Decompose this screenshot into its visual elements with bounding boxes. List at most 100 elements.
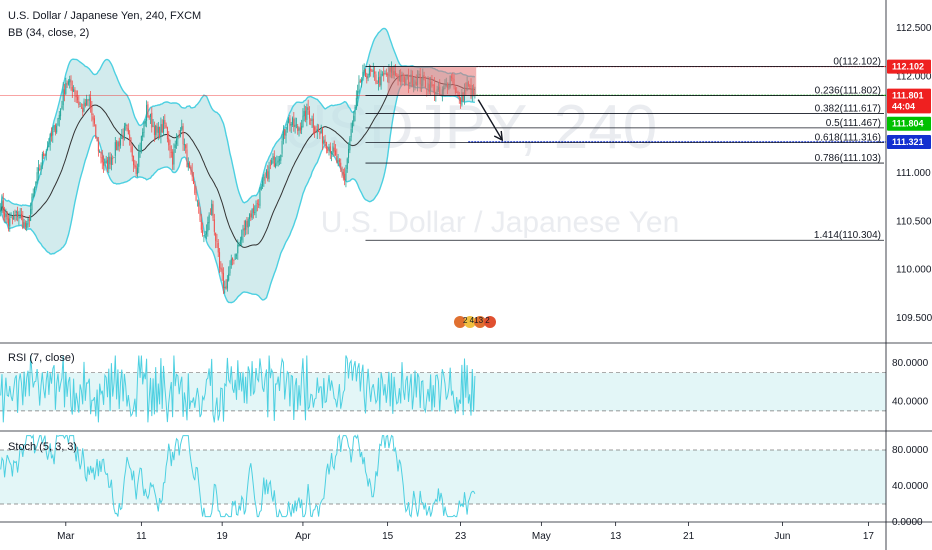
candle	[306, 103, 308, 127]
candle	[65, 77, 67, 96]
candle	[168, 131, 170, 151]
bb-indicator-label[interactable]: BB (34, close, 2)	[8, 27, 90, 39]
candle	[345, 164, 347, 188]
event-flags-icon[interactable]: 2 413 2	[454, 316, 496, 328]
candle	[155, 124, 157, 139]
candle	[50, 127, 52, 142]
projection-arrow[interactable]	[477, 99, 503, 141]
candle	[303, 104, 305, 122]
candle	[207, 216, 209, 237]
candle	[280, 154, 282, 165]
candle	[52, 126, 54, 143]
stoch-indicator-label[interactable]: Stoch (5, 3, 3)	[8, 441, 78, 453]
candle	[282, 125, 284, 145]
candle	[45, 149, 47, 161]
candle	[229, 260, 231, 276]
candle	[70, 75, 72, 91]
candle	[27, 218, 29, 228]
price-tag[interactable]: 112.102	[887, 59, 931, 74]
svg-text:111.804: 111.804	[892, 119, 924, 129]
candle	[233, 259, 235, 265]
candle	[319, 130, 321, 139]
time-tick-label: Jun	[774, 531, 790, 542]
candle	[185, 143, 187, 154]
candle	[381, 71, 383, 77]
candle	[364, 68, 366, 78]
candle	[39, 164, 41, 172]
candle	[284, 129, 286, 139]
candle	[170, 145, 172, 158]
candle	[172, 149, 174, 170]
candle	[308, 106, 310, 125]
candle	[321, 126, 323, 151]
fib-level-label: 0.382(111.617)	[815, 103, 881, 114]
candle	[367, 73, 369, 82]
candle	[109, 152, 111, 170]
fibonacci-retracement[interactable]: 0(112.102) 0.236(111.802) 0.382(111.617) 0.…	[0, 57, 886, 242]
candle	[374, 65, 376, 81]
candle	[294, 117, 296, 134]
candle	[256, 199, 258, 212]
candle	[69, 75, 71, 89]
candle	[101, 149, 103, 170]
candle	[1, 194, 3, 213]
candle	[75, 90, 77, 103]
candle	[366, 72, 368, 84]
candle	[297, 123, 299, 135]
fib-level-label: 1.414(110.304)	[814, 230, 881, 241]
fib-level-label: 0.5(111.467)	[826, 118, 881, 129]
candle	[103, 155, 105, 173]
candle	[246, 217, 248, 235]
candle	[371, 69, 373, 73]
candle	[341, 166, 343, 178]
osc-line	[0, 355, 476, 423]
price-tag[interactable]: 111.321	[887, 135, 931, 150]
candle	[340, 158, 342, 172]
rsi-indicator-label[interactable]: RSI (7, close)	[8, 352, 75, 364]
candle	[54, 123, 56, 136]
candle	[208, 212, 210, 231]
chart-title[interactable]: U.S. Dollar / Japanese Yen, 240, FXCM	[8, 10, 202, 22]
candle	[342, 168, 344, 181]
candle	[226, 275, 228, 292]
candle	[460, 96, 462, 109]
candle	[0, 203, 2, 217]
candle	[164, 114, 166, 129]
candle	[199, 206, 201, 223]
candle	[350, 122, 352, 142]
bb-lower	[0, 83, 475, 304]
candle	[5, 208, 7, 224]
price-tag[interactable]: 111.804	[887, 116, 931, 131]
price-tick-label: 112.500	[896, 23, 932, 34]
price-tick-label: 110.000	[896, 265, 932, 276]
candle	[73, 85, 75, 92]
candle	[148, 115, 150, 120]
candle	[23, 218, 25, 228]
price-tick-label: 110.500	[896, 216, 932, 227]
candle	[305, 106, 307, 123]
candle	[15, 210, 17, 221]
candle	[311, 115, 313, 128]
candle	[278, 155, 281, 166]
candle	[80, 103, 82, 109]
osc-band	[0, 450, 886, 504]
stoch-pane: 80.0000 40.0000 0.0000	[0, 433, 929, 528]
candle	[48, 138, 50, 148]
candle	[100, 151, 102, 164]
candle	[376, 80, 378, 84]
resistance-zone[interactable]	[387, 66, 477, 96]
candle	[260, 183, 262, 191]
candle	[30, 202, 32, 222]
price-tag[interactable]: 44:04	[887, 99, 931, 114]
price-tag[interactable]: 111.801	[887, 88, 931, 103]
candle	[37, 159, 39, 181]
candle	[325, 141, 327, 154]
candle	[224, 280, 226, 294]
candle	[44, 153, 46, 157]
candle	[286, 120, 288, 133]
candle	[290, 121, 292, 134]
candle	[230, 254, 232, 269]
candle	[310, 118, 312, 126]
